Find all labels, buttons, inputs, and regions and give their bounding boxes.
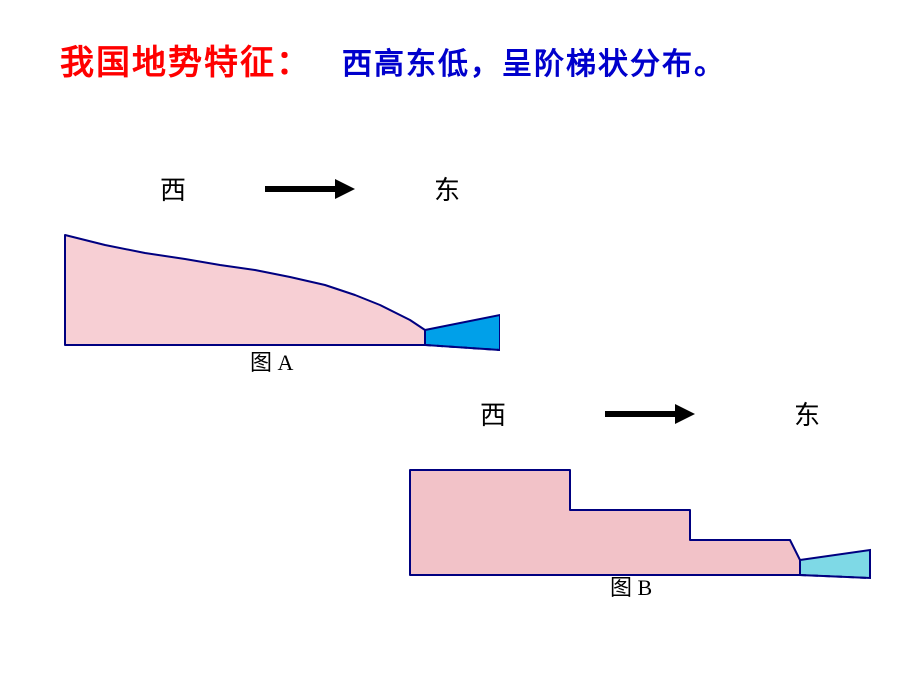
direction-row-b: 西 东 (480, 395, 820, 432)
arrow-icon-b (605, 402, 695, 426)
title-red: 我国地势特征： (60, 35, 312, 84)
caption-b: 图 B (610, 570, 652, 602)
page-header: 我国地势特征： 西高东低，呈阶梯状分布。 (60, 35, 880, 84)
west-label-a: 西 (160, 170, 186, 207)
west-label-b: 西 (480, 395, 506, 432)
figure-a: 西 东 图 A (60, 170, 500, 370)
east-label-a: 东 (434, 170, 460, 207)
direction-row-a: 西 东 (160, 170, 460, 207)
figure-b: 西 东 图 B (400, 395, 880, 625)
east-label-b: 东 (794, 395, 820, 432)
arrow-icon-a (265, 177, 355, 201)
caption-a: 图 A (250, 345, 293, 377)
title-blue: 西高东低，呈阶梯状分布。 (342, 39, 726, 83)
